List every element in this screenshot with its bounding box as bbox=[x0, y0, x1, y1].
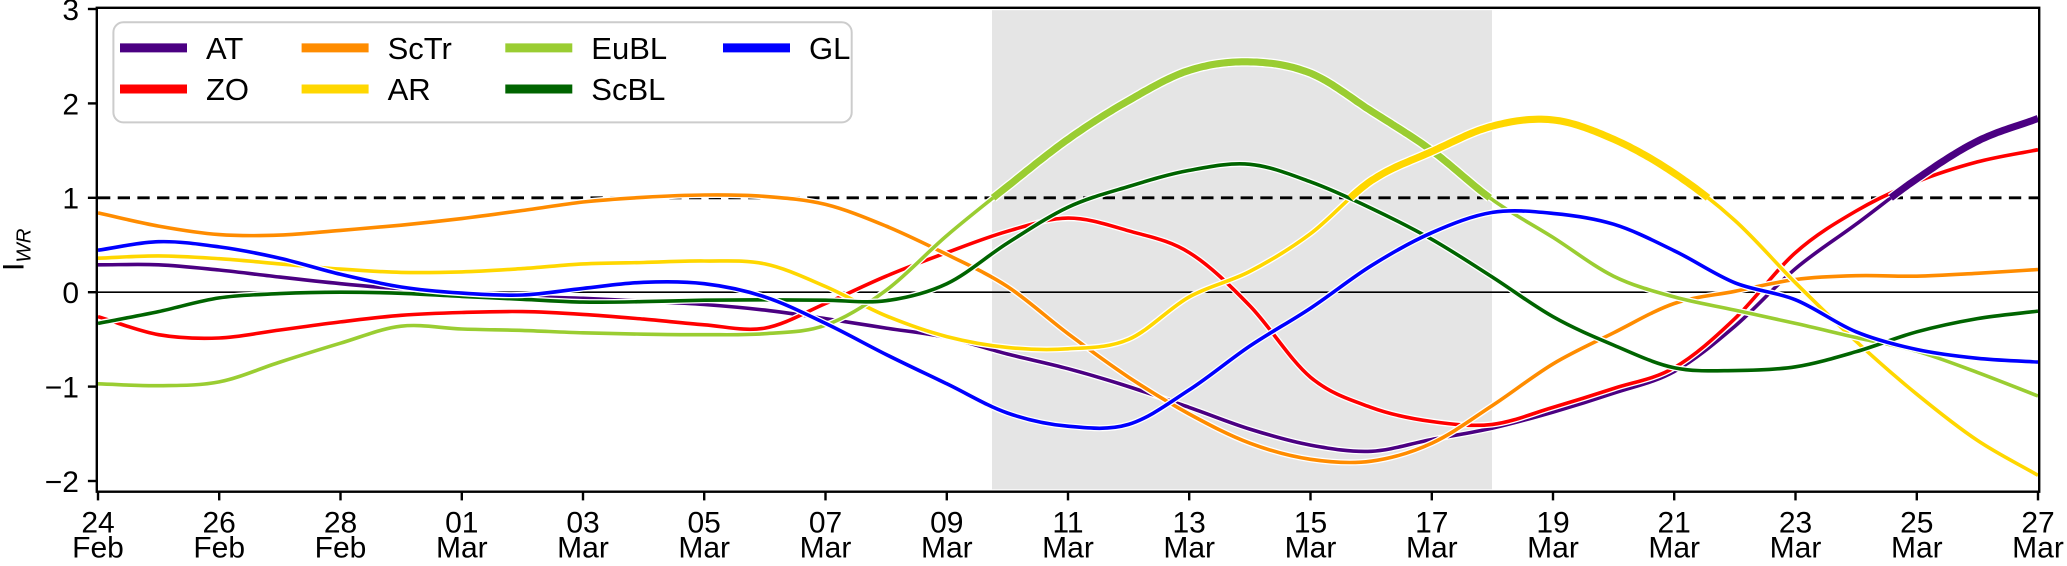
svg-text:26: 26 bbox=[203, 507, 236, 540]
svg-text:Mar: Mar bbox=[1042, 532, 1094, 562]
svg-text:1: 1 bbox=[62, 183, 79, 216]
svg-text:Feb: Feb bbox=[315, 532, 367, 562]
svg-text:EuBL: EuBL bbox=[591, 31, 667, 66]
svg-text:2: 2 bbox=[62, 88, 79, 121]
svg-text:17: 17 bbox=[1415, 507, 1448, 540]
svg-text:−1: −1 bbox=[45, 372, 79, 405]
svg-text:3: 3 bbox=[62, 0, 79, 27]
svg-text:15: 15 bbox=[1294, 507, 1327, 540]
svg-text:01: 01 bbox=[445, 507, 478, 540]
svg-text:23: 23 bbox=[1779, 507, 1812, 540]
svg-text:Feb: Feb bbox=[193, 532, 245, 562]
svg-text:GL: GL bbox=[809, 31, 850, 66]
svg-text:Mar: Mar bbox=[921, 532, 973, 562]
svg-text:ScTr: ScTr bbox=[388, 31, 452, 66]
svg-text:27: 27 bbox=[2021, 507, 2054, 540]
svg-text:21: 21 bbox=[1658, 507, 1691, 540]
svg-text:0: 0 bbox=[62, 277, 79, 310]
svg-text:Mar: Mar bbox=[1891, 532, 1943, 562]
svg-text:25: 25 bbox=[1900, 507, 1933, 540]
svg-text:Mar: Mar bbox=[1285, 532, 1337, 562]
svg-text:Mar: Mar bbox=[678, 532, 730, 562]
svg-text:Mar: Mar bbox=[2012, 532, 2064, 562]
svg-text:Mar: Mar bbox=[800, 532, 852, 562]
svg-text:13: 13 bbox=[1173, 507, 1206, 540]
svg-text:AR: AR bbox=[388, 72, 431, 107]
svg-text:Mar: Mar bbox=[1406, 532, 1458, 562]
svg-text:03: 03 bbox=[566, 507, 599, 540]
svg-text:Mar: Mar bbox=[1527, 532, 1579, 562]
svg-text:24: 24 bbox=[81, 507, 114, 540]
svg-text:Mar: Mar bbox=[1770, 532, 1822, 562]
svg-text:ScBL: ScBL bbox=[591, 72, 665, 107]
svg-text:11: 11 bbox=[1052, 507, 1083, 540]
svg-text:Feb: Feb bbox=[72, 532, 124, 562]
svg-text:−2: −2 bbox=[45, 466, 79, 499]
svg-text:Mar: Mar bbox=[1648, 532, 1700, 562]
svg-text:07: 07 bbox=[809, 507, 842, 540]
svg-text:28: 28 bbox=[324, 507, 357, 540]
svg-text:09: 09 bbox=[930, 507, 963, 540]
svg-text:ZO: ZO bbox=[206, 72, 249, 107]
svg-text:Mar: Mar bbox=[557, 532, 609, 562]
svg-text:Mar: Mar bbox=[1163, 532, 1215, 562]
svg-text:Mar: Mar bbox=[436, 532, 488, 562]
svg-text:05: 05 bbox=[688, 507, 721, 540]
svg-text:19: 19 bbox=[1536, 507, 1569, 540]
svg-text:AT: AT bbox=[206, 31, 243, 66]
